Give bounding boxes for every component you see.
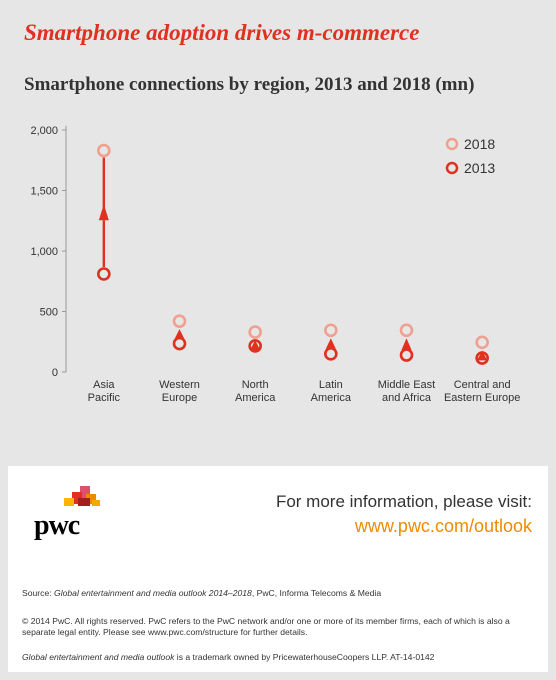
point-2013	[97, 267, 111, 281]
info-text: For more information, please visit:	[275, 492, 532, 511]
chart-panel: Smartphone adoption drives m-commerce Sm…	[24, 20, 520, 404]
range-arrowhead	[174, 329, 185, 340]
x-category-label: Western Europe	[159, 379, 200, 404]
x-category-label-line: North	[242, 379, 269, 391]
x-category-label-line: America	[235, 392, 276, 404]
range-arrowhead	[325, 338, 336, 349]
range-arrowhead	[98, 204, 109, 221]
x-category-label-line: Europe	[162, 392, 197, 404]
copyright-note: © 2014 PwC. All rights reserved. PwC ref…	[22, 616, 510, 637]
x-category-label: Central and Eastern Europe	[444, 379, 520, 404]
x-category-label-line: Asia	[93, 379, 115, 391]
point-2013	[324, 347, 338, 361]
point-2018	[248, 325, 262, 339]
x-category-label: Latin America	[311, 379, 352, 404]
x-category-label: Asia Pacific	[88, 379, 121, 404]
source-prefix: Source:	[22, 588, 55, 598]
x-category-label-line: Central and	[454, 379, 511, 391]
point-2018	[324, 323, 338, 338]
point-2018	[475, 335, 489, 350]
y-tick-label: 0	[52, 367, 58, 379]
pwc-logo[interactable]: pwc	[34, 486, 104, 546]
legend-marker-2018	[445, 137, 459, 151]
info-link[interactable]: www.pwc.com/outlook	[354, 516, 532, 536]
range-arrowhead	[477, 350, 488, 361]
x-category-label: Middle East and Africa	[378, 379, 435, 404]
x-category-label-line: Middle East	[378, 379, 435, 391]
x-category-label-line: and Africa	[382, 392, 432, 404]
legend-label-2018: 2018	[464, 136, 495, 152]
chart: 0 500 1,000 1,500 2,000 Asia Pacific Western Eur…	[30, 125, 520, 404]
trademark-title: Global entertainment and media outlook	[22, 652, 175, 662]
x-category-label-line: Eastern Europe	[444, 392, 520, 404]
x-category-label-line: America	[311, 392, 352, 404]
x-category-label-line: Latin	[319, 379, 343, 391]
range-arrowhead	[250, 340, 261, 351]
pwc-logo-mark-icon	[64, 486, 100, 506]
pwc-logo-text: pwc	[34, 510, 80, 541]
source-title: Global entertainment and media outlook 2…	[54, 588, 252, 598]
legend-marker-2013	[445, 161, 459, 175]
point-2018	[399, 323, 414, 338]
y-tick-label: 2,000	[30, 125, 58, 137]
legend-label-2013: 2013	[464, 160, 495, 176]
x-category-label-line: Pacific	[88, 392, 121, 404]
point-2018	[97, 143, 111, 158]
chart-title: Smartphone connections by region, 2013 a…	[24, 74, 475, 95]
point-2018	[172, 314, 187, 328]
x-category-label-line: Western	[159, 379, 200, 391]
trademark-rest: is a trademark owned by PricewaterhouseC…	[174, 652, 435, 662]
source-rest: , PwC, Informa Telecoms & Media	[251, 588, 382, 598]
source-note: Source: Global entertainment and media o…	[22, 588, 534, 599]
point-2013	[248, 339, 262, 353]
point-2013	[399, 348, 414, 362]
point-2013	[172, 336, 187, 351]
y-tick-label: 1,500	[30, 186, 58, 198]
y-tick-label: 1,000	[30, 246, 58, 258]
x-category-label: North America	[235, 379, 276, 404]
footer-panel: pwc For more information, please visit: …	[8, 466, 548, 672]
headline: Smartphone adoption drives m-commerce	[24, 20, 420, 45]
y-tick-label: 500	[40, 307, 58, 319]
point-2013	[475, 351, 489, 365]
trademark-note: Global entertainment and media outlook i…	[22, 652, 534, 663]
range-arrowhead	[401, 338, 412, 351]
